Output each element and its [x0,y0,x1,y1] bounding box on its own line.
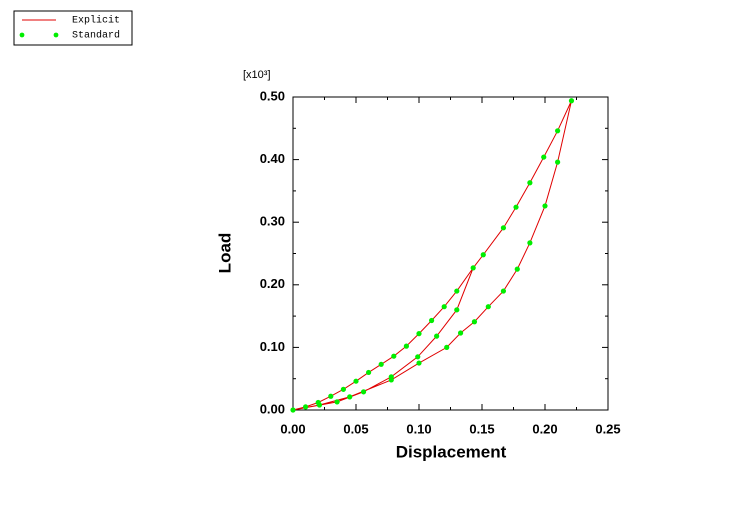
data-point [527,240,533,246]
data-point [353,378,359,384]
y-tick-label: 0.50 [260,88,285,103]
data-point [500,225,507,231]
legend-swatch [19,32,25,38]
data-point [542,203,548,209]
data-point [416,360,422,366]
data-point [541,154,547,160]
data-point [360,389,367,395]
data-point [527,180,533,186]
data-point [415,354,421,360]
data-point [303,404,309,410]
data-point [454,307,460,313]
data-point [441,304,447,310]
data-point [480,252,486,258]
y-multiplier: [x10³] [243,69,271,81]
y-tick-label: 0.00 [260,401,285,416]
data-point [454,288,460,294]
data-point [316,402,323,408]
data-point [391,353,397,359]
data-point [290,407,296,413]
legend-label: Explicit [72,15,120,27]
data-point [434,333,440,339]
data-point [403,343,409,349]
data-point [340,386,346,392]
data-point [347,394,353,400]
data-point [514,266,520,272]
x-tick-label: 0.15 [469,421,494,436]
data-point [568,98,575,104]
x-tick-label: 0.00 [280,421,305,436]
data-point [366,369,372,376]
x-axis-label: Displacement [396,442,507,461]
data-point [416,331,422,337]
data-point [388,377,394,383]
data-point [470,265,476,271]
x-tick-label: 0.20 [532,421,557,436]
data-point [555,128,561,134]
legend-label: Standard [72,30,120,42]
data-point [471,319,478,325]
data-point [328,393,334,399]
y-tick-label: 0.30 [260,214,285,229]
data-point [444,344,450,350]
data-point [334,399,340,405]
y-tick-label: 0.40 [260,151,285,166]
data-point [485,304,491,310]
x-tick-label: 0.05 [343,421,368,436]
x-tick-label: 0.25 [595,421,620,436]
y-tick-label: 0.20 [260,276,285,291]
legend-swatch [53,32,59,38]
x-tick-label: 0.10 [406,421,431,436]
y-tick-label: 0.10 [260,339,285,354]
data-point [513,204,519,210]
data-point [457,330,464,336]
data-point [378,361,384,367]
series-line [292,100,572,411]
data-point [500,288,507,294]
data-point [555,159,561,165]
y-axis-label: Load [215,233,234,274]
data-point [429,317,435,324]
plot-frame [292,96,609,411]
legend-box [13,10,133,46]
